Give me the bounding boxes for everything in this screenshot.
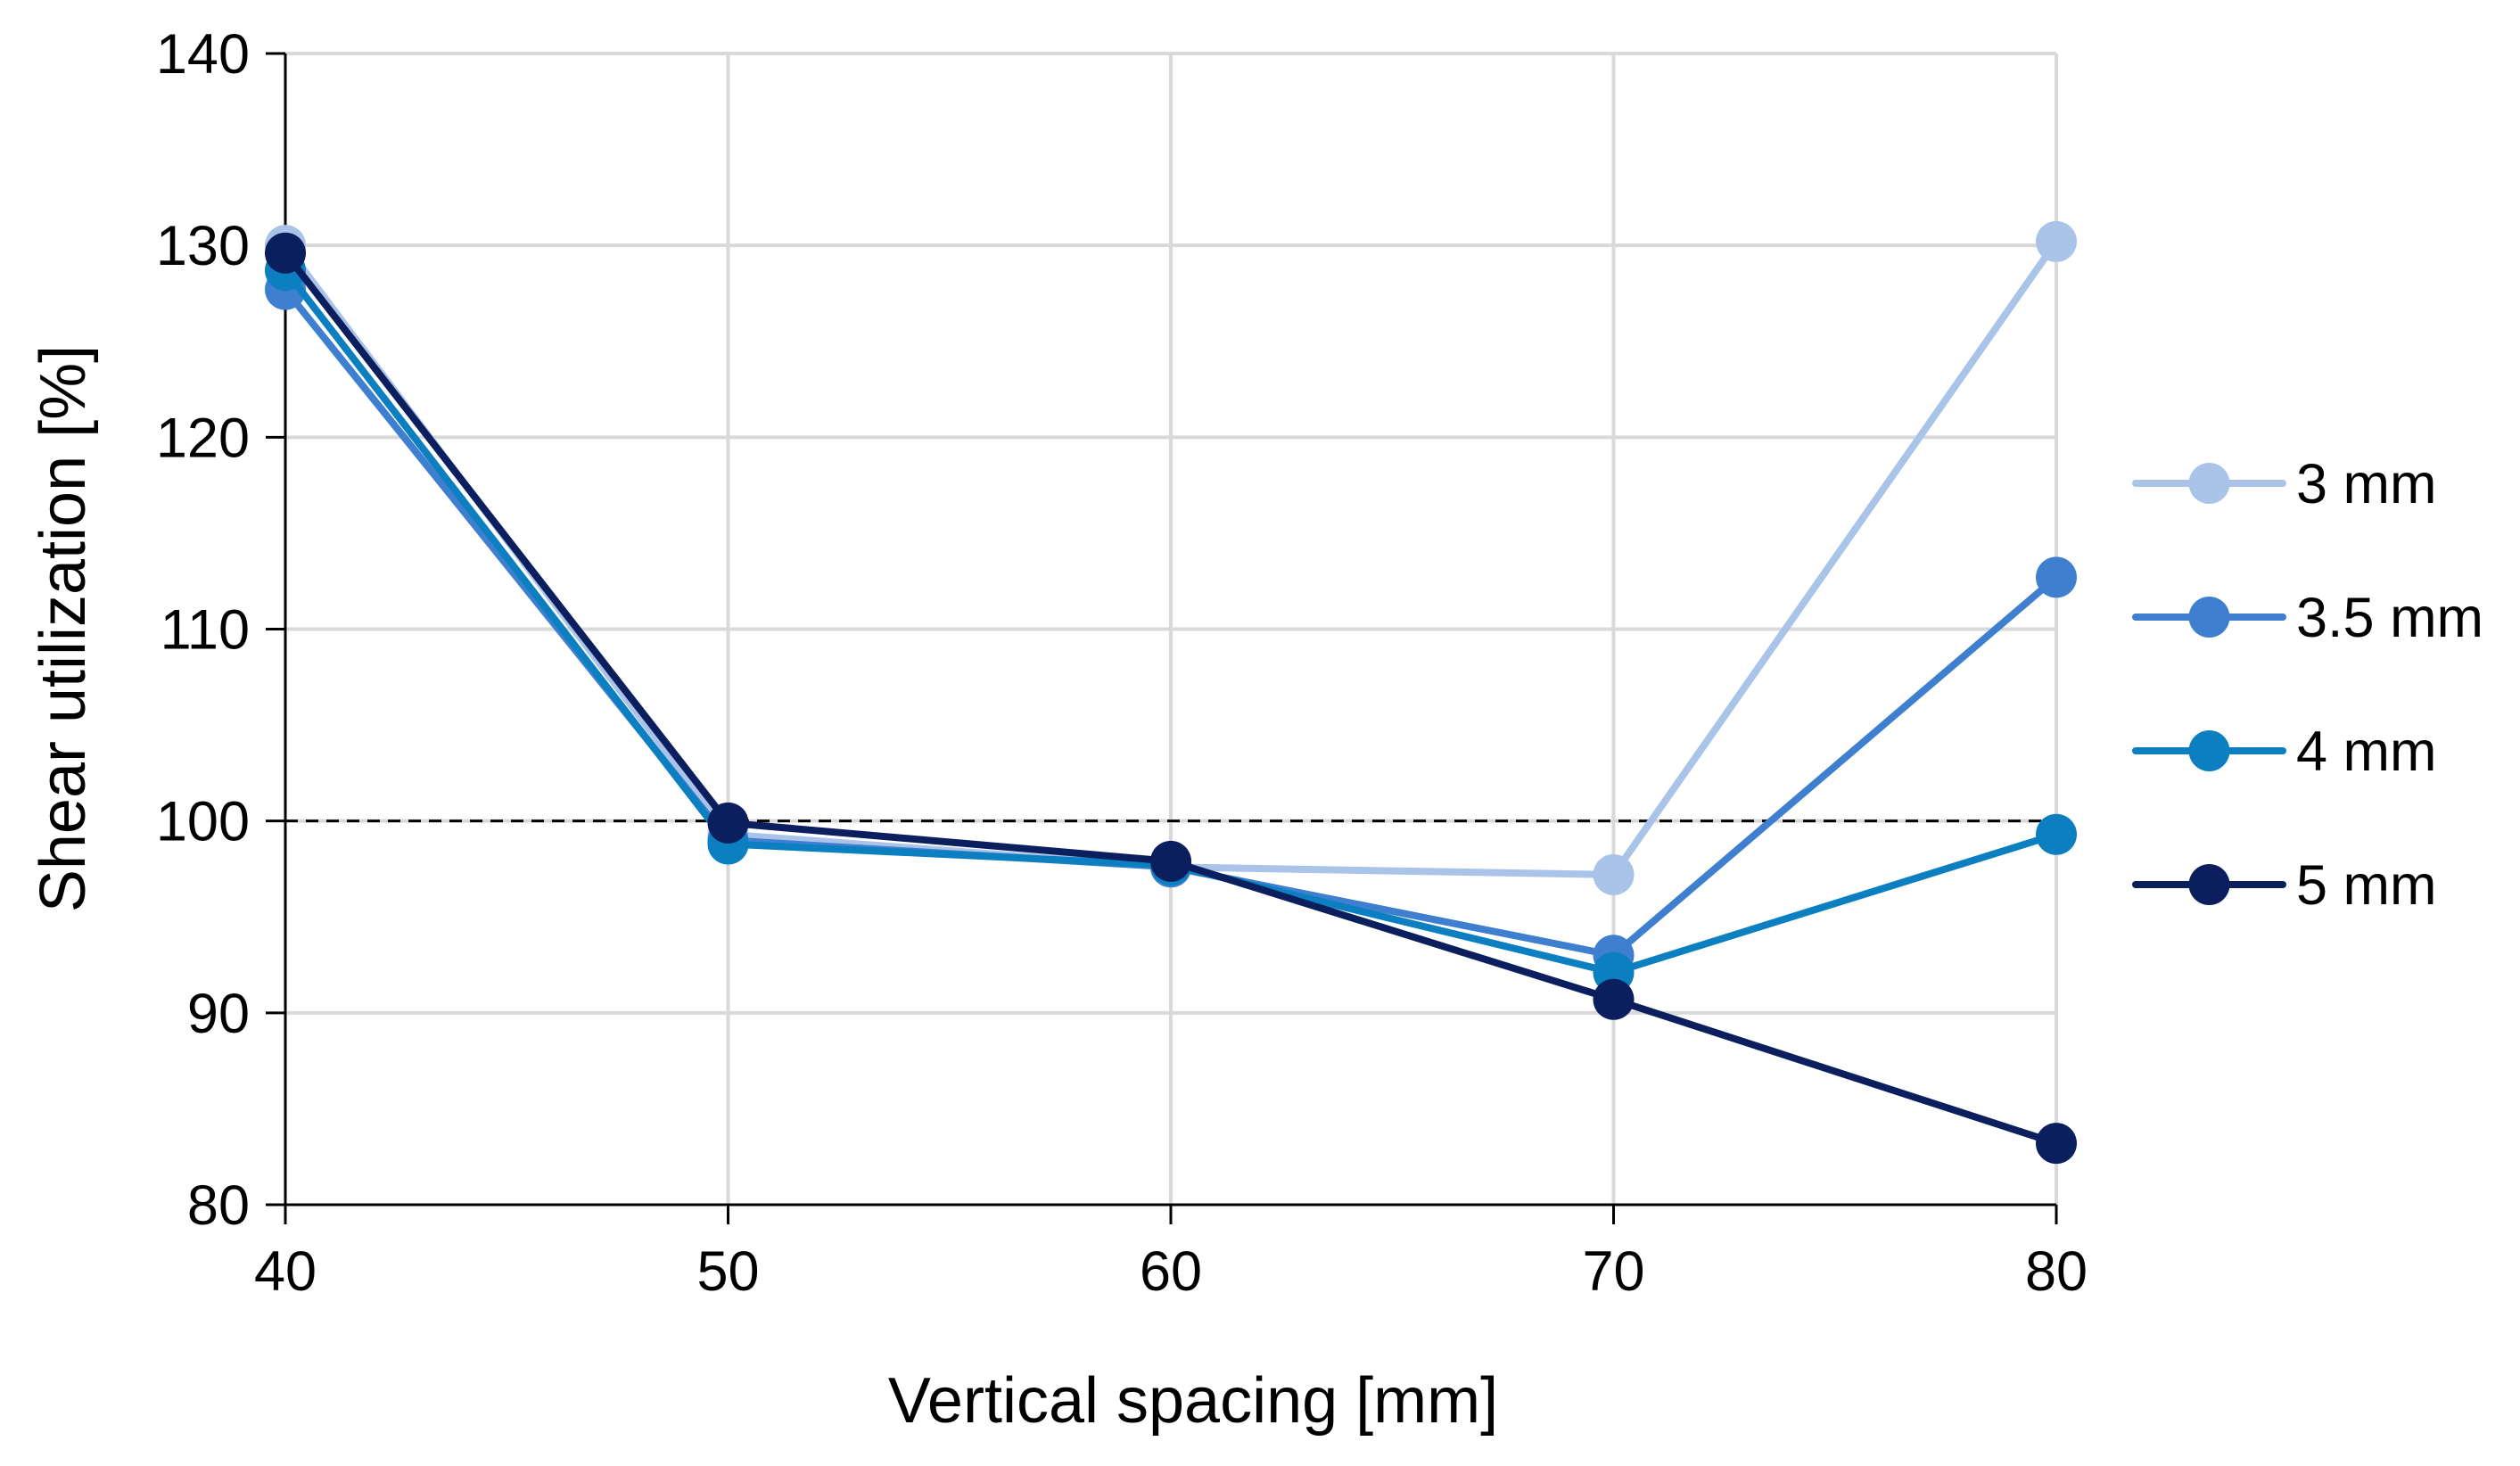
legend-label: 4 mm (2296, 721, 2437, 783)
legend-marker (2188, 730, 2230, 771)
legend: 3 mm 3.5 mm 4 mm 5 mm (2132, 453, 2483, 917)
y-tick-label: 80 (187, 1174, 250, 1237)
legend-label: 3.5 mm (2296, 587, 2483, 649)
y-tick-label: 90 (187, 983, 250, 1045)
series-5-mm (265, 232, 2077, 1165)
y-tick-label: 140 (156, 23, 250, 86)
data-point (265, 232, 306, 274)
y-axis-title: Shear utilization [%] (28, 345, 99, 912)
x-tick-label: 60 (1140, 1240, 1202, 1303)
data-point (707, 802, 749, 844)
tick-labels: 80 90 100 110 120 130 140 40 50 60 70 80 (156, 23, 2088, 1303)
series-group (265, 220, 2077, 1165)
legend-marker (2188, 597, 2230, 638)
legend-item-5-mm: 5 mm (2132, 854, 2437, 917)
data-point (2036, 813, 2077, 855)
data-point (1150, 840, 1191, 882)
legend-label: 5 mm (2296, 854, 2437, 917)
data-point (2036, 220, 2077, 262)
data-point (1593, 853, 1635, 895)
data-point (2036, 556, 2077, 598)
y-tick-label: 130 (156, 215, 250, 277)
legend-item-3-mm: 3 mm (2132, 453, 2437, 515)
y-tick-label: 100 (156, 791, 250, 853)
legend-marker (2188, 463, 2230, 504)
x-tick-label: 80 (2025, 1240, 2088, 1303)
legend-label: 3 mm (2296, 453, 2437, 515)
x-tick-label: 40 (254, 1240, 317, 1303)
y-tick-label: 120 (156, 407, 250, 469)
x-tick-label: 50 (696, 1240, 759, 1303)
axes (266, 52, 2058, 1224)
legend-marker (2188, 864, 2230, 905)
legend-item-3-5-mm: 3.5 mm (2132, 587, 2483, 649)
data-point (2036, 1123, 2077, 1165)
gridlines (285, 52, 2058, 1205)
legend-item-4-mm: 4 mm (2132, 721, 2437, 783)
x-tick-label: 70 (1582, 1240, 1644, 1303)
y-tick-label: 110 (161, 599, 250, 662)
data-point (1593, 978, 1635, 1020)
x-axis-title: Vertical spacing [mm] (888, 1365, 1498, 1437)
